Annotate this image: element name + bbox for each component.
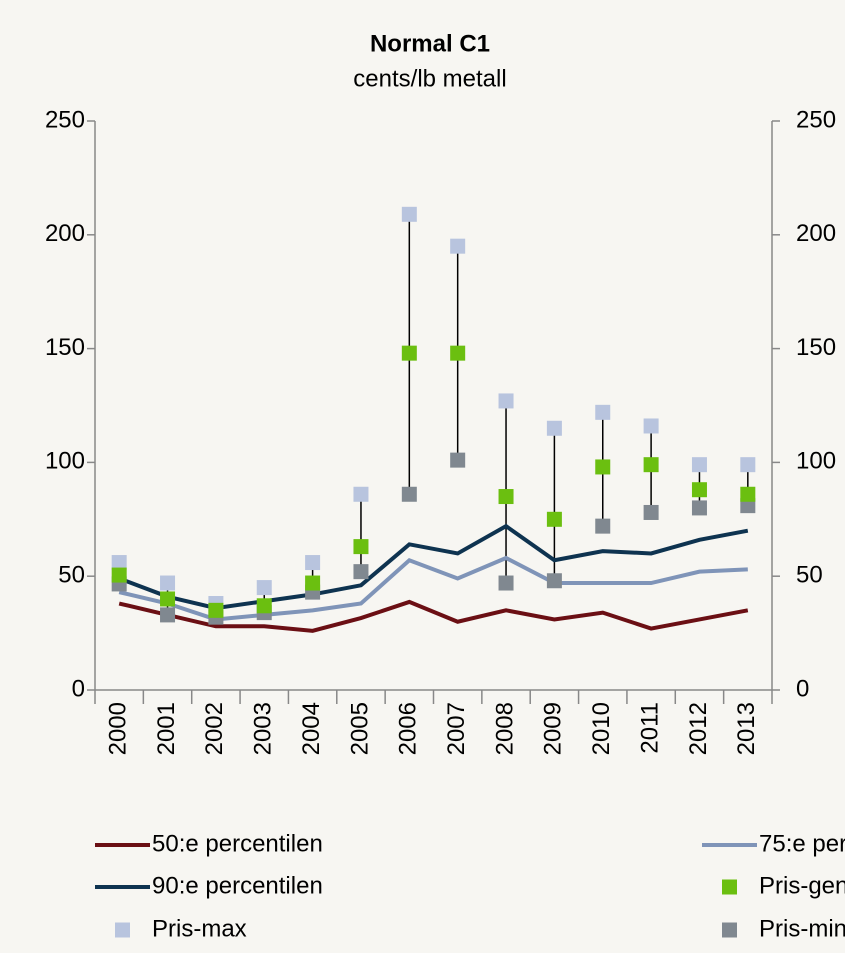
series-line [118,555,748,622]
marker [353,486,369,502]
legend-label: 90:e percentilen [152,872,323,899]
y-tick-label: 100 [45,448,85,475]
marker [643,457,659,473]
marker [111,567,127,583]
y-tick-label: 50 [58,562,85,589]
x-tick-label: 2007 [443,702,470,755]
y2-tick-label: 200 [796,220,836,247]
marker [160,607,176,623]
marker [595,459,611,475]
x-tick-label: 2000 [105,702,132,755]
y2-tick-label: 250 [796,106,836,133]
marker [160,591,176,607]
marker [256,580,272,596]
marker [740,486,756,502]
marker [740,457,756,473]
y2-tick-label: 100 [796,448,836,475]
y-tick-label: 0 [72,675,85,702]
marker [111,555,127,571]
legend-label: 75:e percentilen [759,830,845,857]
marker [595,404,611,420]
series-line [118,599,749,633]
marker [546,573,562,589]
marker [691,500,707,516]
legend-label: Pris-min [759,915,845,942]
marker [305,575,321,591]
legend-label: Pris-genomsnitt [759,872,845,899]
y2-tick-label: 0 [796,675,809,702]
x-tick-label: 2012 [685,702,712,755]
marker [401,206,417,222]
x-tick-label: 2004 [298,702,325,755]
marker [353,564,369,580]
x-tick-label: 2011 [636,702,663,754]
legend-swatch [722,879,737,895]
x-tick-label: 2006 [395,702,422,755]
x-tick-label: 2002 [201,702,228,755]
series-line [118,523,749,611]
x-tick-label: 2005 [346,702,373,755]
marker [353,539,369,555]
x-tick-label: 2001 [153,702,180,755]
chart-title: Normal C1 [370,30,490,57]
legend-label: Pris-max [152,915,247,942]
marker [401,345,417,361]
y-tick-label: 150 [45,334,85,361]
x-tick-label: 2008 [491,702,518,755]
x-tick-label: 2009 [540,702,567,755]
marker [643,504,659,520]
marker [546,511,562,527]
chart-subtitle: cents/lb metall [353,65,506,92]
marker [546,420,562,436]
marker [595,518,611,534]
marker [740,498,756,514]
marker [691,457,707,473]
y-tick-label: 200 [45,220,85,247]
x-tick-label: 2013 [733,702,760,755]
y2-tick-label: 50 [796,562,823,589]
marker [643,418,659,434]
marker [498,393,514,409]
x-tick-label: 2010 [588,702,615,755]
marker [498,489,514,505]
x-tick-label: 2003 [250,702,277,755]
marker [450,345,466,361]
marker [208,602,224,618]
legend-swatch [115,922,130,938]
marker [691,482,707,498]
marker [256,598,272,614]
marker [498,575,514,591]
marker [450,238,466,254]
legend-label: 50:e percentilen [152,830,323,857]
marker [305,555,321,571]
marker [160,575,176,591]
legend-swatch [722,922,737,938]
marker [450,452,466,468]
y2-tick-label: 150 [796,334,836,361]
marker [401,486,417,502]
y-tick-label: 250 [45,106,85,133]
